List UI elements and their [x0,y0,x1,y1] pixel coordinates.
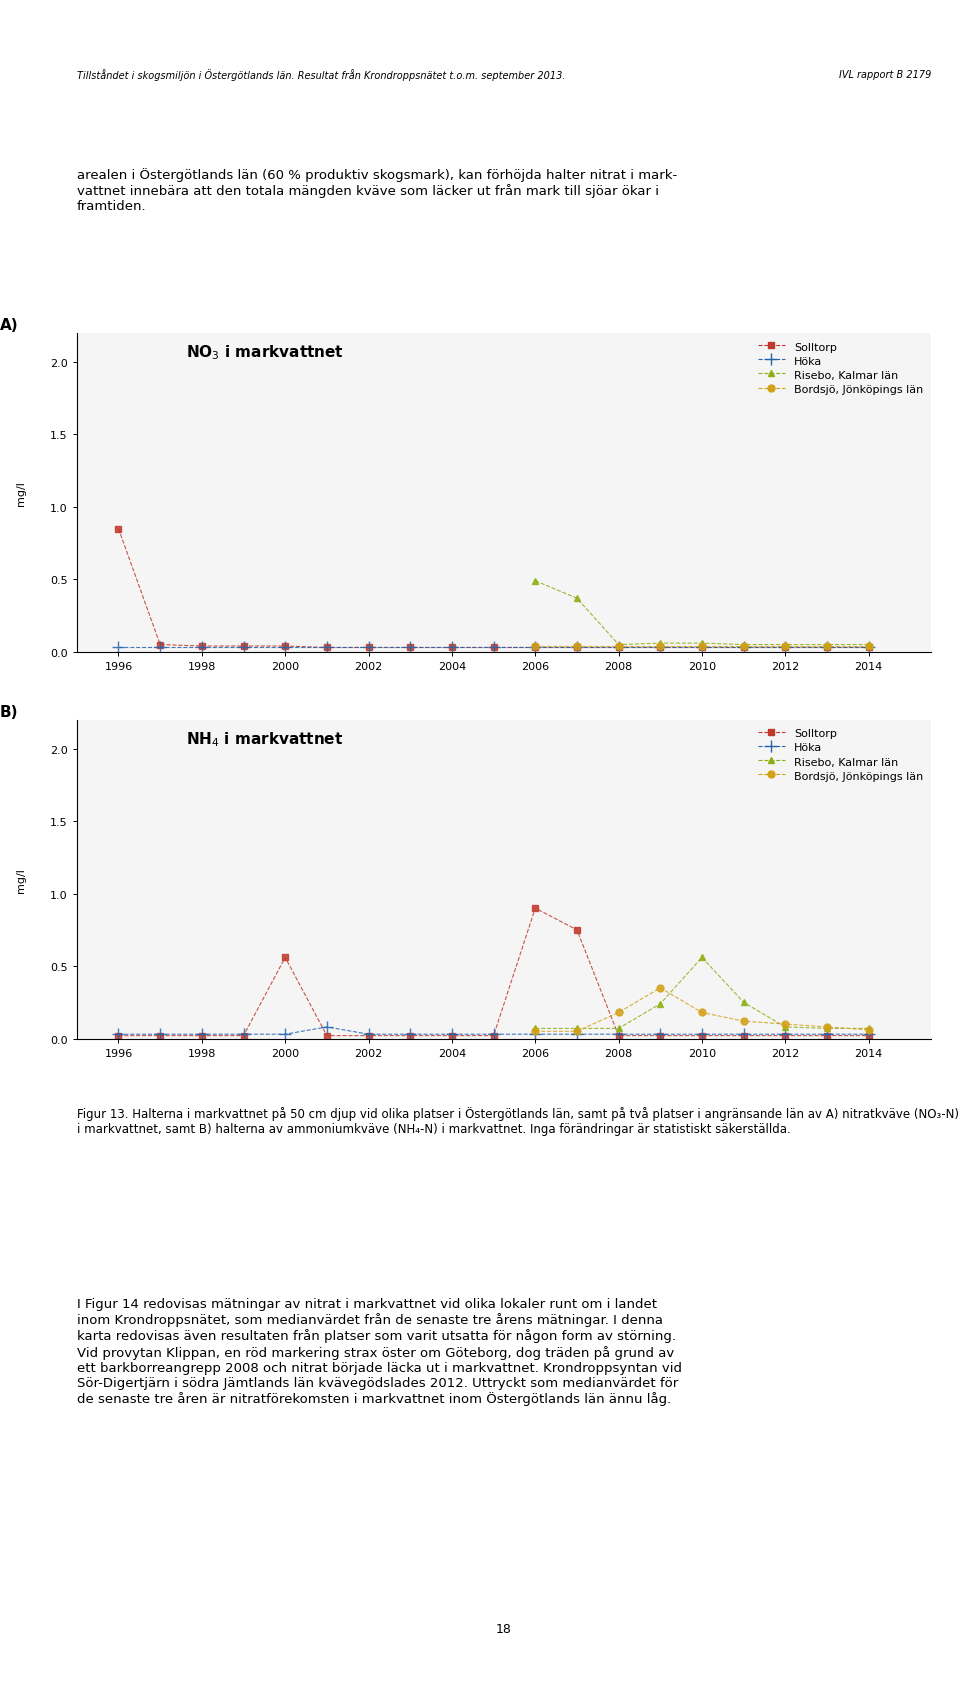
Text: A): A) [0,318,18,333]
Legend: Solltorp, Höka, Risebo, Kalmar län, Bordsjö, Jönköpings län: Solltorp, Höka, Risebo, Kalmar län, Bord… [756,725,925,783]
Y-axis label: mg/l: mg/l [15,868,26,891]
Text: Tillståndet i skogsmiljön i Östergötlands län. Resultat från Krondroppsnätet t.o: Tillståndet i skogsmiljön i Östergötland… [77,70,565,82]
Text: B): B) [0,705,18,720]
Text: IVL rapport B 2179: IVL rapport B 2179 [839,70,931,80]
Text: arealen i Östergötlands län (60 % produktiv skogsmark), kan förhöjda halter nitr: arealen i Östergötlands län (60 % produk… [77,168,677,212]
Text: I Figur 14 redovisas mätningar av nitrat i markvattnet vid olika lokaler runt om: I Figur 14 redovisas mätningar av nitrat… [77,1297,682,1404]
Text: NH$_4$ i markvattnet: NH$_4$ i markvattnet [186,730,344,749]
Legend: Solltorp, Höka, Risebo, Kalmar län, Bordsjö, Jönköpings län: Solltorp, Höka, Risebo, Kalmar län, Bord… [756,340,925,397]
Text: NO$_3$ i markvattnet: NO$_3$ i markvattnet [186,343,344,362]
Text: Figur 13. Halterna i markvattnet på 50 cm djup vid olika platser i Östergötlands: Figur 13. Halterna i markvattnet på 50 c… [77,1107,959,1136]
Text: 18: 18 [496,1622,512,1635]
Y-axis label: mg/l: mg/l [15,481,26,506]
